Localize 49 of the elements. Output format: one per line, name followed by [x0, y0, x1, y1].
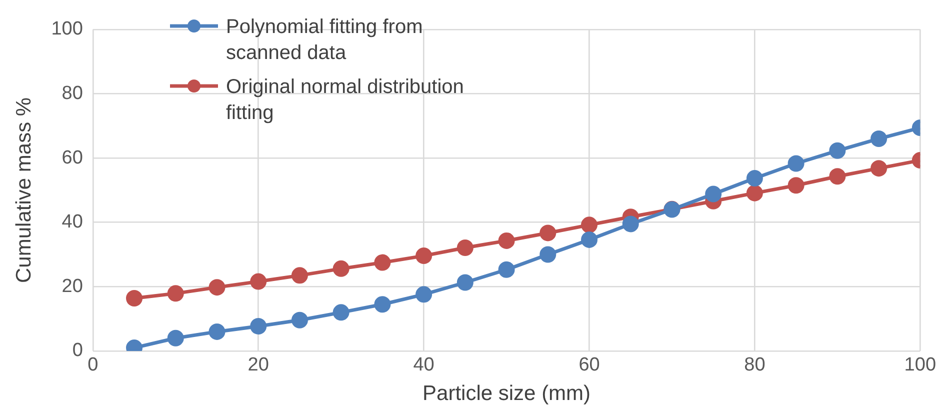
point	[456, 274, 474, 291]
x-axis-title: Particle size (mm)	[422, 382, 591, 406]
point	[250, 273, 267, 290]
point	[829, 168, 846, 185]
point	[167, 285, 184, 302]
legend-label: Polynomial fitting from scanned data	[226, 15, 424, 66]
x-tick-label: 40	[413, 354, 434, 376]
y-tick-label: 80	[62, 82, 83, 104]
point	[416, 248, 432, 264]
point	[788, 177, 804, 194]
point	[870, 130, 888, 147]
y-tick-label: 100	[51, 18, 83, 40]
point	[416, 286, 432, 303]
x-tick-label: 20	[248, 354, 269, 376]
point	[374, 296, 391, 313]
x-tick-label: 100	[904, 354, 936, 376]
point	[829, 142, 846, 159]
point	[291, 312, 308, 328]
point	[788, 155, 804, 172]
point	[498, 261, 515, 278]
point	[746, 170, 763, 187]
point	[456, 240, 474, 256]
point	[746, 184, 763, 202]
point	[332, 304, 350, 321]
y-tick-label: 0	[72, 340, 83, 362]
point	[126, 290, 143, 307]
point	[870, 160, 888, 177]
point	[705, 186, 722, 202]
point	[540, 224, 556, 242]
y-tick-label: 60	[62, 147, 83, 168]
y-tick-label: 40	[62, 212, 83, 233]
x-tick-label: 80	[744, 354, 766, 376]
point	[208, 323, 226, 340]
point	[581, 231, 598, 248]
point	[374, 254, 391, 271]
point	[208, 279, 226, 296]
y-axis-title: Cumulative mass %	[12, 97, 36, 283]
point	[250, 318, 267, 334]
x-tick-label: 60	[578, 354, 600, 376]
point	[332, 260, 350, 277]
legend-label: Original normal distribution fitting	[226, 75, 465, 126]
point	[167, 330, 184, 346]
y-tick-label: 20	[62, 276, 83, 297]
point	[291, 267, 308, 284]
point	[540, 246, 556, 263]
x-tick-label: 0	[88, 354, 98, 376]
point	[622, 216, 639, 232]
point	[498, 232, 515, 249]
point	[581, 216, 598, 234]
